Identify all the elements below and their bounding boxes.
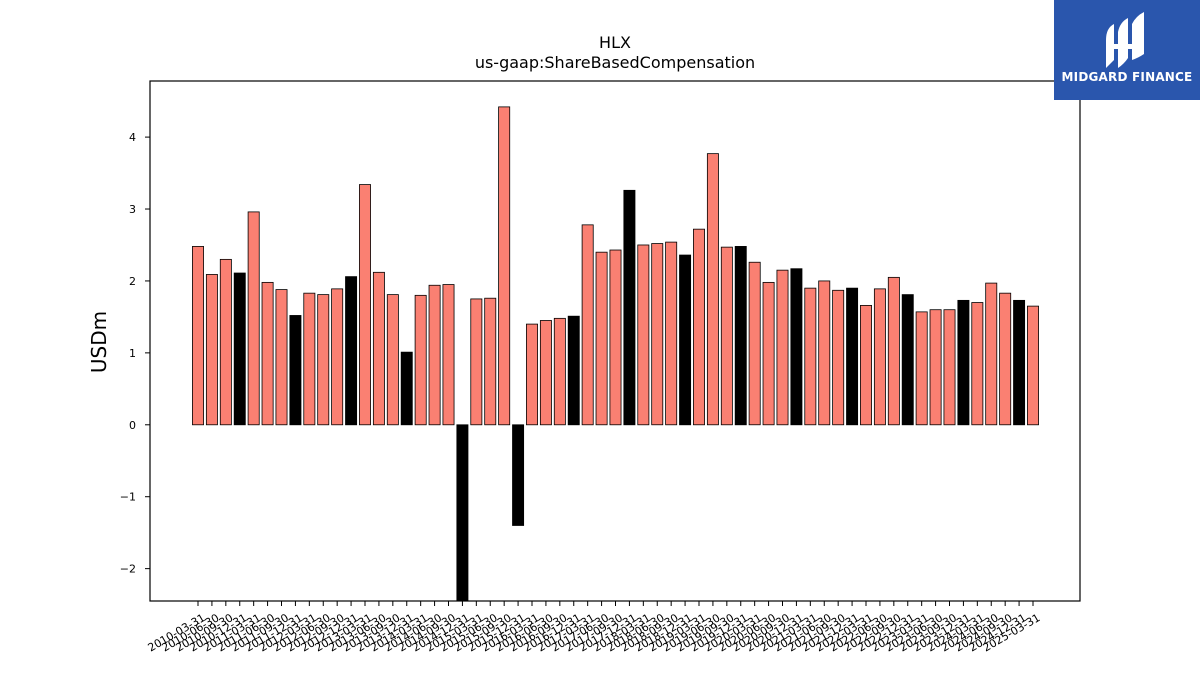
bar-2013-03-31 — [359, 184, 371, 426]
bar-2014-03-31 — [414, 294, 427, 426]
bar-2011-03-31 — [247, 211, 260, 426]
bar-2011-12-31 — [289, 315, 302, 426]
bar-series — [192, 106, 1039, 601]
bar-2020-12-31 — [790, 268, 803, 426]
bar-2020-03-31 — [748, 261, 761, 426]
bar-2021-09-30 — [832, 289, 845, 426]
bar-2015-12-31 — [512, 424, 525, 526]
bar-2017-12-31 — [623, 189, 636, 426]
bar-2020-09-30 — [776, 269, 789, 426]
bar-2024-12-31 — [1013, 299, 1026, 426]
bar-2012-12-31 — [345, 276, 358, 426]
bar-2011-09-30 — [275, 289, 288, 426]
bar-2018-12-31 — [679, 254, 692, 426]
bar-2010-12-31 — [233, 272, 246, 426]
chart-title: HLX — [599, 33, 631, 52]
bar-2024-09-30 — [999, 292, 1012, 426]
y-axis: −2 −1 0 1 2 3 4 — [120, 131, 150, 576]
bar-2013-12-31 — [400, 351, 413, 426]
bar-2021-12-31 — [846, 287, 859, 426]
y-tick-label: 4 — [129, 131, 136, 144]
bar-2022-09-30 — [887, 276, 900, 426]
bar-2023-09-30 — [943, 309, 956, 426]
bar-2025-03-31 — [1027, 305, 1039, 426]
midgard-m-icon — [1106, 12, 1144, 68]
bar-2015-06-30 — [484, 297, 497, 426]
brand-name: MIDGARD FINANCE — [1061, 70, 1193, 84]
bar-2016-03-31 — [526, 323, 538, 426]
bar-2014-12-31 — [456, 424, 469, 601]
y-tick-label: 1 — [129, 347, 136, 360]
bar-2022-12-31 — [901, 294, 914, 426]
bar-2015-03-31 — [470, 298, 483, 426]
bar-2023-06-30 — [929, 309, 942, 426]
bar-2021-03-31 — [804, 287, 817, 426]
bar-2019-06-30 — [706, 153, 719, 426]
bar-2019-03-31 — [693, 228, 705, 426]
brand-logo: MIDGARD FINANCE — [1054, 0, 1200, 100]
bar-2014-06-30 — [428, 284, 441, 426]
y-tick-label: 3 — [129, 203, 136, 216]
bar-2014-09-30 — [442, 284, 455, 426]
bar-2016-12-31 — [567, 315, 580, 426]
y-axis-label: USDm — [87, 311, 111, 373]
bar-2010-06-30 — [205, 274, 218, 426]
bar-2019-12-31 — [734, 246, 747, 426]
y-tick-label: 0 — [129, 419, 136, 432]
chart-subtitle: us-gaap:ShareBasedCompensation — [475, 53, 755, 72]
bar-2011-06-30 — [261, 281, 274, 426]
bar-2020-06-30 — [762, 281, 775, 426]
bar-2010-09-30 — [219, 258, 232, 426]
plot-frame — [149, 80, 1081, 602]
bar-2012-09-30 — [331, 288, 344, 426]
bar-2023-03-31 — [915, 311, 928, 426]
bar-2016-06-30 — [539, 320, 552, 426]
y-tick-label: 2 — [129, 275, 136, 288]
bar-2022-06-30 — [873, 288, 886, 426]
bar-2010-03-31 — [192, 246, 204, 426]
bar-2017-03-31 — [581, 224, 594, 426]
bar-2024-06-30 — [985, 282, 998, 426]
bar-2018-06-30 — [651, 243, 664, 426]
bar-2022-03-31 — [860, 304, 872, 426]
bar-2018-03-31 — [637, 244, 650, 426]
bar-2019-09-30 — [720, 246, 733, 426]
bar-2017-09-30 — [609, 249, 622, 426]
bar-2023-12-31 — [957, 299, 970, 426]
bar-2012-03-31 — [303, 292, 316, 426]
bar-2017-06-30 — [595, 251, 608, 426]
bar-2012-06-30 — [317, 294, 330, 426]
x-axis: 2010-03-312010-06-302010-09-302010-12-31… — [146, 601, 1043, 654]
bar-2013-06-30 — [372, 271, 385, 426]
bar-2021-06-30 — [818, 280, 831, 426]
bar-2018-09-30 — [665, 241, 678, 426]
bar-2013-09-30 — [386, 294, 399, 426]
bar-2015-09-30 — [498, 106, 511, 426]
y-tick-label: −1 — [120, 491, 136, 504]
bar-2016-09-30 — [553, 317, 566, 426]
bar-2024-03-31 — [971, 302, 984, 426]
y-tick-label: −2 — [120, 563, 136, 576]
